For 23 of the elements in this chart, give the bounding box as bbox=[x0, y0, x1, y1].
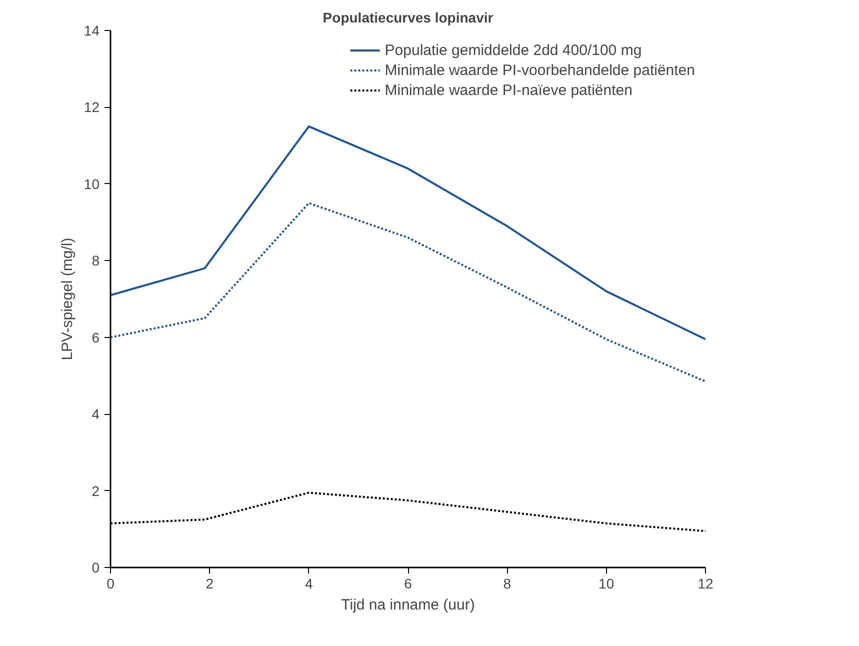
x-tick-label: 8 bbox=[503, 576, 512, 592]
y-tick-label: 10 bbox=[84, 176, 100, 192]
y-axis-title: LPV-spiegel (mg/l) bbox=[58, 238, 76, 360]
line-series bbox=[110, 125, 706, 340]
x-tick-label: 10 bbox=[598, 576, 614, 592]
x-tick-label: 12 bbox=[698, 576, 714, 592]
y-tick-label: 2 bbox=[92, 482, 100, 499]
x-tick-label: 6 bbox=[404, 576, 412, 592]
x-tick-label: 4 bbox=[304, 576, 313, 592]
legend-label: Minimale waarde PI-voorbehandelde patiënten bbox=[384, 62, 695, 78]
y-tick-label: 14 bbox=[84, 22, 100, 38]
x-tick-label: 0 bbox=[106, 576, 115, 592]
y-tick-label: 8 bbox=[92, 252, 100, 269]
legend-label: Minimale waarde PI-naïeve patiënten bbox=[384, 82, 632, 98]
y-tick-label: 6 bbox=[92, 329, 100, 346]
x-tick-label: 2 bbox=[206, 576, 214, 592]
legend-label: Populatie gemiddelde 2dd 400/100 mg bbox=[384, 42, 642, 58]
y-tick-label: 0 bbox=[92, 560, 100, 576]
y-tick-label: 4 bbox=[92, 406, 100, 422]
line-series bbox=[110, 202, 706, 382]
chart-title: Populatiecurves lopinavir bbox=[322, 10, 494, 26]
x-axis-title: Tijd na inname (uur) bbox=[341, 596, 475, 614]
y-tick-label: 12 bbox=[84, 99, 100, 116]
